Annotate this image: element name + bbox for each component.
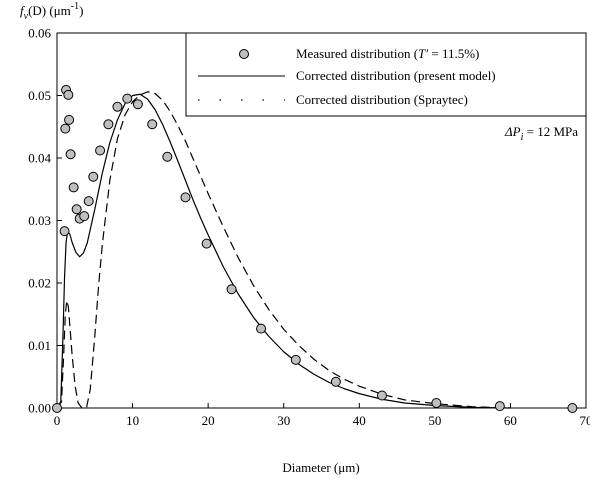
measured-data-point bbox=[201, 238, 212, 249]
x-tick-label: 20 bbox=[202, 413, 215, 428]
legend-measured-label: Measured distribution (T′ = 11.5%) bbox=[296, 46, 479, 61]
markers-layer bbox=[52, 84, 578, 413]
measured-data-point bbox=[64, 114, 75, 125]
x-tick-label: 0 bbox=[54, 413, 61, 428]
x-tick-label: 60 bbox=[504, 413, 517, 428]
x-tick-label: 30 bbox=[277, 413, 290, 428]
y-tick-label: 0.05 bbox=[28, 88, 51, 103]
measured-data-point bbox=[112, 101, 123, 112]
measured-data-point bbox=[290, 354, 301, 365]
measured-data-point bbox=[147, 119, 158, 130]
x-tick-label: 10 bbox=[126, 413, 139, 428]
measured-data-point bbox=[330, 376, 341, 387]
measured-data-point bbox=[180, 192, 191, 203]
measured-data-point bbox=[226, 284, 237, 295]
measured-data-point bbox=[65, 149, 76, 160]
measured-data-point bbox=[376, 390, 387, 401]
measured-data-point bbox=[256, 323, 267, 334]
y-tick-label: 0.04 bbox=[28, 151, 51, 166]
measured-data-point bbox=[132, 99, 143, 110]
y-axis-title-sup: -1 bbox=[71, 1, 79, 12]
y-tick-label: 0.01 bbox=[28, 338, 51, 353]
y-tick-label: 0.06 bbox=[28, 26, 51, 41]
measured-data-point bbox=[71, 204, 82, 215]
measured-data-point bbox=[103, 119, 114, 130]
legend-measured-prefix: Measured distribution ( bbox=[296, 46, 418, 61]
ticks-layer: 0 10 20 30 40 50 60 70 0.00 0.01 0.02 0.03 0.04 0.05 0… bbox=[28, 26, 590, 429]
present-model-curve bbox=[56, 93, 511, 409]
y-axis-title: fv(D) (μm-1) bbox=[20, 1, 83, 22]
measured-data-point bbox=[431, 398, 442, 408]
measured-data-point bbox=[52, 403, 62, 413]
pressure-annotation-sub: i bbox=[521, 132, 524, 143]
measured-data-point bbox=[567, 403, 578, 413]
y-tick-label: 0.00 bbox=[28, 401, 51, 416]
legend-measured-suffix: = 11.5%) bbox=[428, 46, 479, 61]
x-tick-label: 70 bbox=[580, 413, 590, 428]
measured-data-point bbox=[494, 401, 505, 412]
lines-layer bbox=[56, 91, 511, 409]
measured-data-point bbox=[59, 226, 70, 237]
measured-data-point bbox=[68, 182, 79, 193]
y-axis-title-rest: (D) (μm bbox=[28, 3, 71, 18]
legend: Measured distribution (T′ = 11.5%) Corre… bbox=[185, 32, 587, 117]
y-axis-title-close: ) bbox=[79, 3, 83, 18]
x-tick-label: 50 bbox=[428, 413, 441, 428]
measured-data-point bbox=[60, 123, 71, 134]
measured-data-point bbox=[95, 145, 106, 156]
measured-data-point bbox=[122, 93, 133, 104]
x-axis-title: Diameter (μm) bbox=[282, 460, 359, 475]
legend-measured-marker bbox=[239, 49, 249, 59]
y-tick-label: 0.02 bbox=[28, 276, 51, 291]
y-axis-title-main: f bbox=[20, 3, 26, 18]
pressure-annotation-suffix: = 12 MPa bbox=[523, 124, 578, 139]
measured-data-point bbox=[79, 211, 90, 222]
spraytec-curve bbox=[56, 91, 511, 409]
measured-data-point bbox=[83, 196, 94, 207]
legend-box bbox=[185, 32, 587, 117]
x-tick-label: 40 bbox=[353, 413, 366, 428]
pressure-annotation: ΔPi = 12 MPa bbox=[504, 124, 578, 143]
measured-data-point bbox=[88, 171, 99, 182]
legend-present-model-label: Corrected distribution (present model) bbox=[296, 68, 496, 83]
y-axis-title-sub: v bbox=[24, 11, 29, 22]
measured-data-point bbox=[63, 89, 74, 100]
pressure-annotation-prefix: ΔP bbox=[504, 124, 521, 139]
measured-data-point bbox=[162, 151, 173, 162]
legend-measured-var: T′ bbox=[418, 46, 428, 61]
legend-spraytec-label: Corrected distribution (Spraytec) bbox=[296, 92, 468, 107]
y-tick-label: 0.03 bbox=[28, 213, 51, 228]
